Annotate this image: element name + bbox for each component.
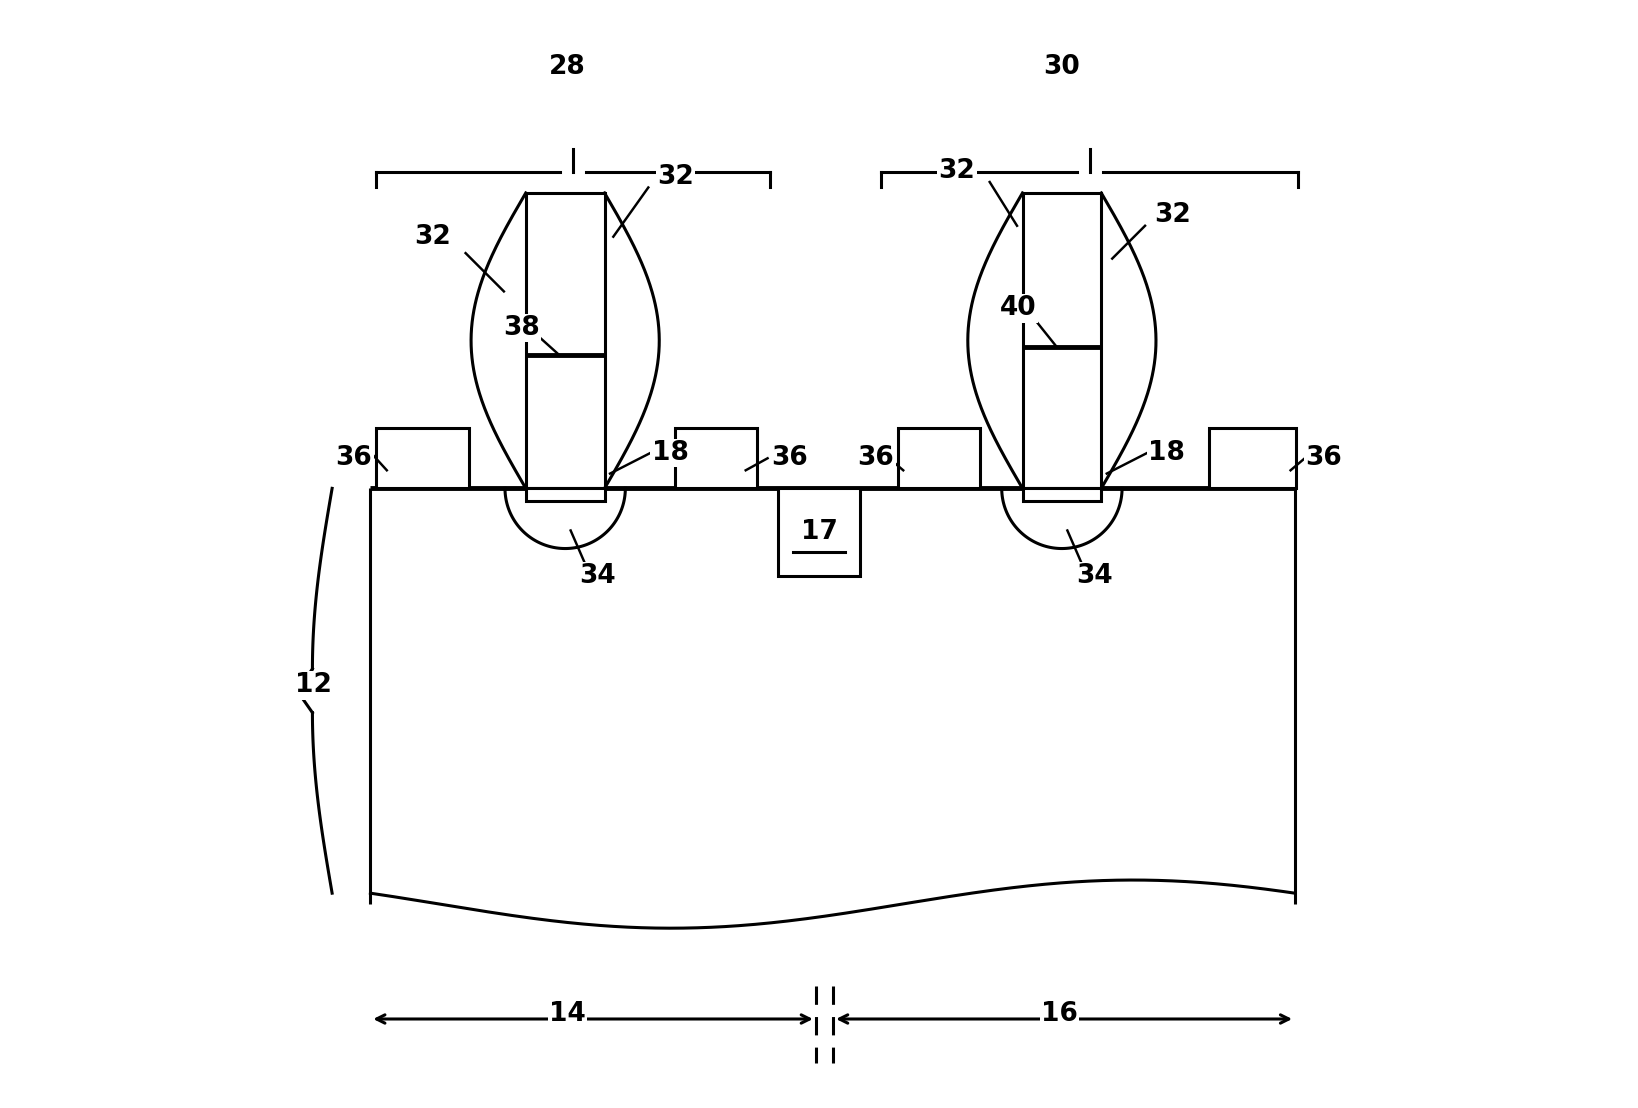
Text: 38: 38 (503, 315, 541, 341)
Text: 18: 18 (652, 440, 688, 465)
Bar (675, 428, 757, 489)
Text: 28: 28 (549, 54, 586, 80)
Text: 32: 32 (414, 224, 450, 249)
Text: 32: 32 (657, 164, 695, 189)
Text: 17: 17 (801, 520, 837, 545)
Text: 14: 14 (549, 1001, 586, 1026)
Text: 36: 36 (1305, 445, 1342, 471)
Text: 36: 36 (771, 445, 808, 471)
Bar (1022, 489, 1101, 502)
Text: 36: 36 (336, 445, 372, 471)
Bar (526, 489, 604, 502)
Text: 16: 16 (1042, 1001, 1078, 1026)
Bar (1022, 193, 1101, 489)
Text: 34: 34 (580, 563, 616, 588)
Text: 30: 30 (1043, 54, 1081, 80)
Bar (898, 428, 980, 489)
Bar (375, 428, 468, 489)
Bar (526, 193, 604, 489)
Text: 40: 40 (999, 295, 1037, 321)
Text: 32: 32 (1155, 202, 1191, 228)
Text: 32: 32 (939, 158, 975, 184)
Text: 18: 18 (1148, 440, 1186, 465)
Bar (778, 489, 860, 576)
Text: 36: 36 (858, 445, 894, 471)
Text: 12: 12 (295, 673, 333, 698)
Bar (1209, 428, 1296, 489)
Text: 34: 34 (1076, 563, 1114, 588)
